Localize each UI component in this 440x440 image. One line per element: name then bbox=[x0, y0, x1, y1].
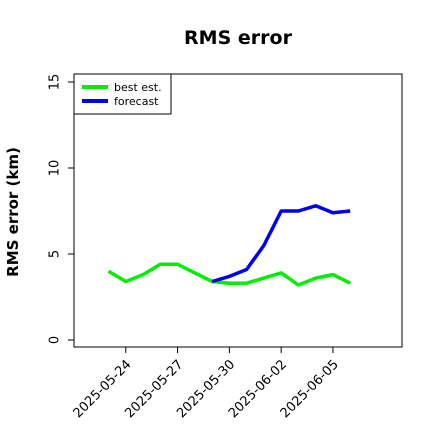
legend: best est. forecast bbox=[73, 73, 172, 115]
y-tick-label: 15 bbox=[48, 74, 63, 91]
legend-box bbox=[73, 73, 172, 115]
plot-frame bbox=[73, 73, 403, 348]
x-axis: 2025-05-242025-05-272025-05-302025-06-02… bbox=[71, 347, 342, 421]
legend-label-forecast: forecast bbox=[114, 95, 159, 108]
y-tick-label: 0 bbox=[48, 336, 63, 344]
series-layer bbox=[107, 204, 351, 287]
y-axis: 0 5 10 15 bbox=[48, 74, 74, 344]
y-axis-label: RMS error (km) bbox=[4, 147, 22, 277]
series-line-forecast bbox=[211, 204, 351, 284]
y-tick-label: 5 bbox=[48, 250, 63, 258]
chart-title: RMS error bbox=[184, 27, 293, 49]
legend-label-best-est: best est. bbox=[114, 81, 162, 94]
series-line-best-est bbox=[107, 262, 351, 287]
y-tick-label: 10 bbox=[48, 160, 63, 177]
